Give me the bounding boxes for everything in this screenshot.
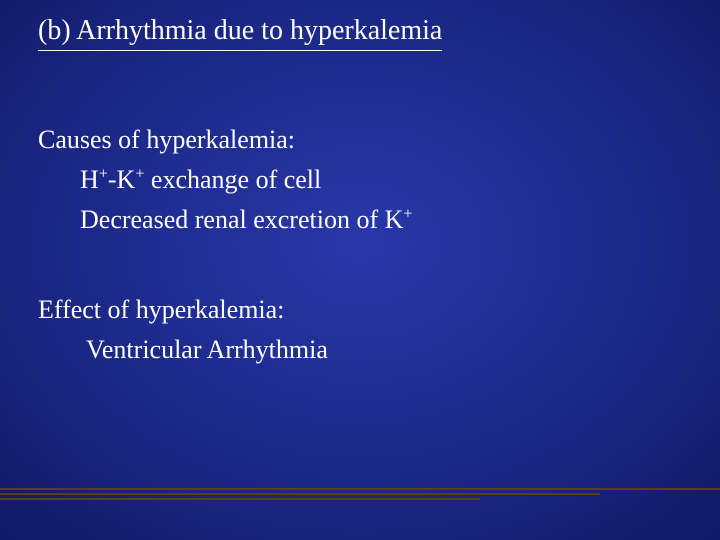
cause-2-pre: Decreased renal excretion of K	[80, 205, 403, 234]
cause-1-sup1: +	[99, 165, 108, 182]
slide-heading: (b) Arrhythmia due to hyperkalemia	[38, 14, 442, 51]
cause-1-pre: H	[80, 165, 99, 194]
cause-2-sup1: +	[403, 205, 412, 222]
footer-line-2	[0, 493, 600, 495]
effect-label: Effect of hyperkalemia:	[38, 290, 284, 329]
footer-line-3	[0, 498, 480, 500]
cause-1-post: exchange of cell	[144, 165, 321, 194]
effect-item-1: Ventricular Arrhythmia	[86, 330, 328, 369]
footer-decorative-lines	[0, 488, 720, 502]
cause-item-2: Decreased renal excretion of K+	[80, 200, 412, 239]
cause-1-mid: -K	[108, 165, 135, 194]
causes-label: Causes of hyperkalemia:	[38, 120, 295, 159]
cause-item-1: H+-K+ exchange of cell	[80, 160, 321, 199]
footer-line-1	[0, 488, 720, 490]
slide: (b) Arrhythmia due to hyperkalemia Cause…	[0, 0, 720, 540]
